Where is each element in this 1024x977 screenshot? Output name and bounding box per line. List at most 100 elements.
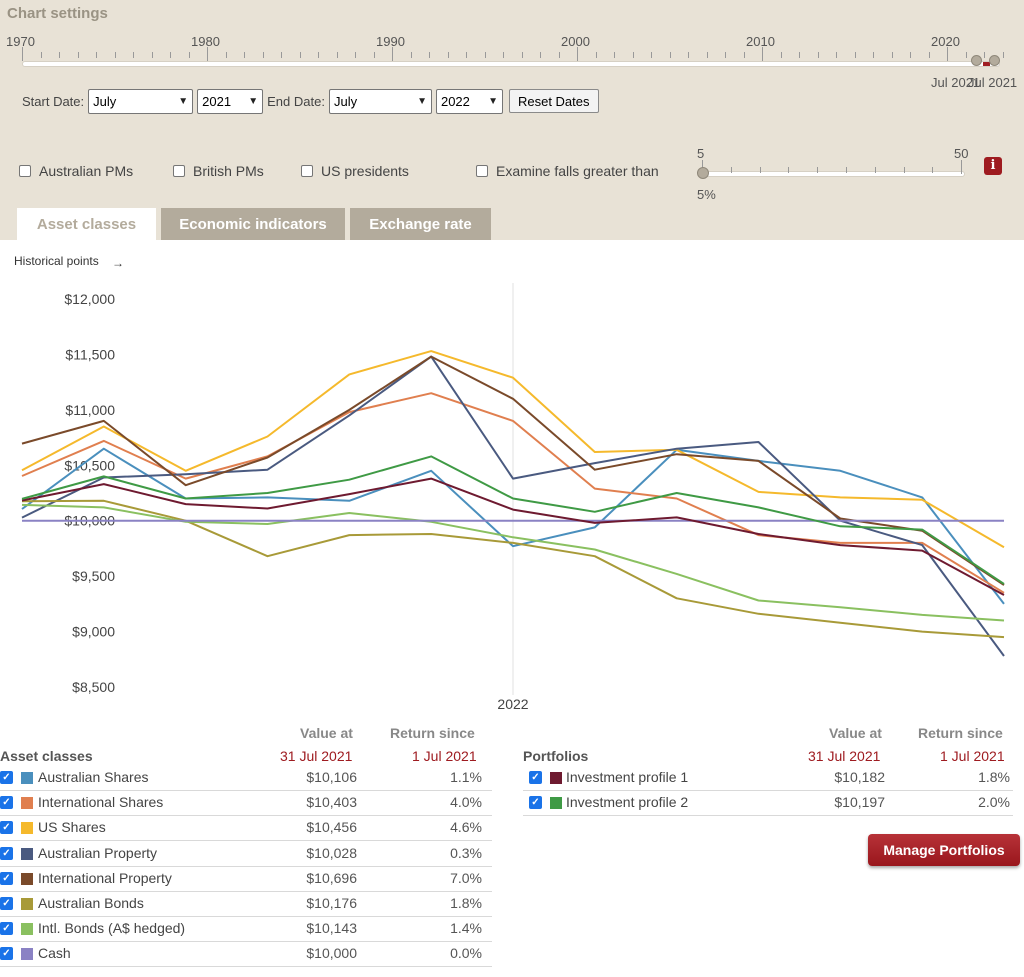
row-checkbox[interactable]: ✓ <box>0 796 13 810</box>
checkbox-british-pms[interactable]: British PMs <box>173 161 264 181</box>
timeline-minor-tick <box>891 52 893 58</box>
falls-min-label: 5 <box>697 146 705 161</box>
timeline-minor-tick <box>447 52 449 58</box>
tab-exchange-rate[interactable]: Exchange rate <box>350 208 491 240</box>
row-value: $10,456 <box>306 819 357 836</box>
timeline-minor-tick <box>558 52 560 58</box>
timeline-major-tick <box>577 47 578 61</box>
timeline-minor-tick <box>114 52 116 58</box>
checkbox-icon[interactable] <box>173 165 185 177</box>
row-checkbox[interactable]: ✓ <box>0 846 13 860</box>
row-name: International Shares <box>38 794 164 811</box>
falls-tick <box>874 167 876 173</box>
series-color-swatch <box>21 822 33 835</box>
checkbox-icon[interactable] <box>476 165 488 177</box>
timeline-selected-range <box>983 62 990 66</box>
series-color-swatch <box>21 898 33 910</box>
row-checkbox[interactable]: ✓ <box>529 771 542 784</box>
row-return: 4.6% <box>450 819 482 836</box>
series-color-swatch <box>21 847 33 860</box>
row-checkbox[interactable]: ✓ <box>0 871 13 885</box>
timeline-year-label: 1970 <box>6 34 35 49</box>
table-row: ✓ Investment profile 2 $10,197 2.0% <box>523 791 1013 817</box>
table-row: ✓ International Property $10,696 7.0% <box>0 867 492 892</box>
row-name: Investment profile 2 <box>566 794 689 811</box>
manage-portfolios-button[interactable]: Manage Portfolios <box>868 834 1020 866</box>
row-value: $10,403 <box>306 794 357 811</box>
return-date: 1 Jul 2021 <box>940 748 1005 764</box>
end-month-value: July <box>333 93 358 109</box>
line-chart: $12,000$11,500$11,000$10,500$10,000$9,50… <box>21 283 1005 712</box>
timeline-minor-tick <box>521 52 523 58</box>
row-return: 2.0% <box>978 794 1010 811</box>
falls-track[interactable] <box>697 171 965 177</box>
checkbox-icon[interactable] <box>19 165 31 177</box>
return-header: Return since <box>390 725 475 741</box>
series-line <box>21 477 1005 596</box>
end-month-select[interactable]: July ▼ <box>328 88 432 114</box>
row-value: $10,000 <box>306 945 357 962</box>
timeline-start-handle[interactable] <box>971 55 982 66</box>
row-checkbox[interactable]: ✓ <box>0 821 13 835</box>
start-month-select[interactable]: July ▼ <box>88 88 194 114</box>
timeline-end-handle[interactable] <box>989 55 1000 66</box>
y-tick-label: $12,000 <box>64 291 115 307</box>
chart-settings-panel: Chart settings 1970 1980 1990 2000 2010 … <box>0 0 1024 240</box>
checkbox-examine-falls[interactable]: Examine falls greater than <box>476 161 659 181</box>
return-header: Return since <box>918 725 1003 741</box>
falls-handle[interactable] <box>697 167 709 179</box>
timeline-track[interactable] <box>22 61 1000 67</box>
timeline-minor-tick <box>373 52 375 58</box>
checkbox-label: British PMs <box>193 163 264 179</box>
timeline-minor-tick <box>225 52 227 58</box>
row-checkbox[interactable]: ✓ <box>0 922 13 936</box>
reset-dates-button[interactable]: Reset Dates <box>508 89 599 113</box>
checkbox-australian-pms[interactable]: Australian PMs <box>19 161 133 181</box>
timeline-slider[interactable]: 1970 1980 1990 2000 2010 2020 Jul 2021 J… <box>0 30 1024 90</box>
timeline-minor-tick <box>281 52 282 58</box>
series-line <box>21 455 1005 585</box>
timeline-minor-tick <box>336 52 338 58</box>
falls-tick <box>961 160 963 174</box>
timeline-minor-tick <box>725 52 726 58</box>
table-row: ✓ Australian Bonds $10,176 1.8% <box>0 892 492 917</box>
timeline-minor-tick <box>873 52 874 58</box>
end-year-select[interactable]: 2022 ▼ <box>435 88 503 114</box>
row-return: 1.8% <box>450 895 482 911</box>
timeline-minor-tick <box>595 52 597 58</box>
y-tick-label: $11,500 <box>65 346 115 362</box>
row-checkbox[interactable]: ✓ <box>529 796 542 810</box>
timeline-minor-tick <box>651 52 652 58</box>
falls-tick <box>730 167 732 173</box>
table-row: ✓ Intl. Bonds (A$ hedged) $10,143 1.4% <box>0 917 492 943</box>
timeline-year-label: 1990 <box>376 34 405 49</box>
row-return: 0.0% <box>450 945 482 962</box>
timeline-major-tick <box>207 47 208 61</box>
start-year-select[interactable]: 2021 ▼ <box>197 88 264 114</box>
timeline-minor-tick <box>1002 52 1004 58</box>
end-year-value: 2022 <box>440 93 470 109</box>
y-tick-label: $8,500 <box>72 679 115 695</box>
tab-asset-classes[interactable]: Asset classes <box>17 208 156 240</box>
checkbox-us-presidents[interactable]: US presidents <box>301 161 409 181</box>
timeline-minor-tick <box>503 52 504 58</box>
table-row: ✓ Australian Shares $10,106 1.1% <box>0 766 492 791</box>
row-return: 1.4% <box>450 920 482 937</box>
row-return: 1.8% <box>978 769 1010 785</box>
timeline-minor-tick <box>836 52 837 58</box>
timeline-minor-tick <box>632 52 634 58</box>
tab-economic-indicators[interactable]: Economic indicators <box>161 208 345 240</box>
timeline-minor-tick <box>669 52 671 58</box>
historical-points-label[interactable]: Historical points <box>14 254 99 268</box>
info-icon[interactable]: i <box>984 157 1002 175</box>
falls-threshold-slider[interactable]: 5 50 5% <box>697 146 977 206</box>
table-row: ✓ US Shares $10,456 4.6% <box>0 816 492 842</box>
series-color-swatch <box>21 772 33 784</box>
checkbox-icon[interactable] <box>301 165 313 177</box>
timeline-minor-tick <box>40 52 42 58</box>
row-checkbox[interactable]: ✓ <box>0 897 13 910</box>
row-checkbox[interactable]: ✓ <box>0 947 13 961</box>
row-value: $10,197 <box>834 794 885 811</box>
timeline-year-label: 2010 <box>746 34 775 49</box>
row-checkbox[interactable]: ✓ <box>0 771 13 784</box>
